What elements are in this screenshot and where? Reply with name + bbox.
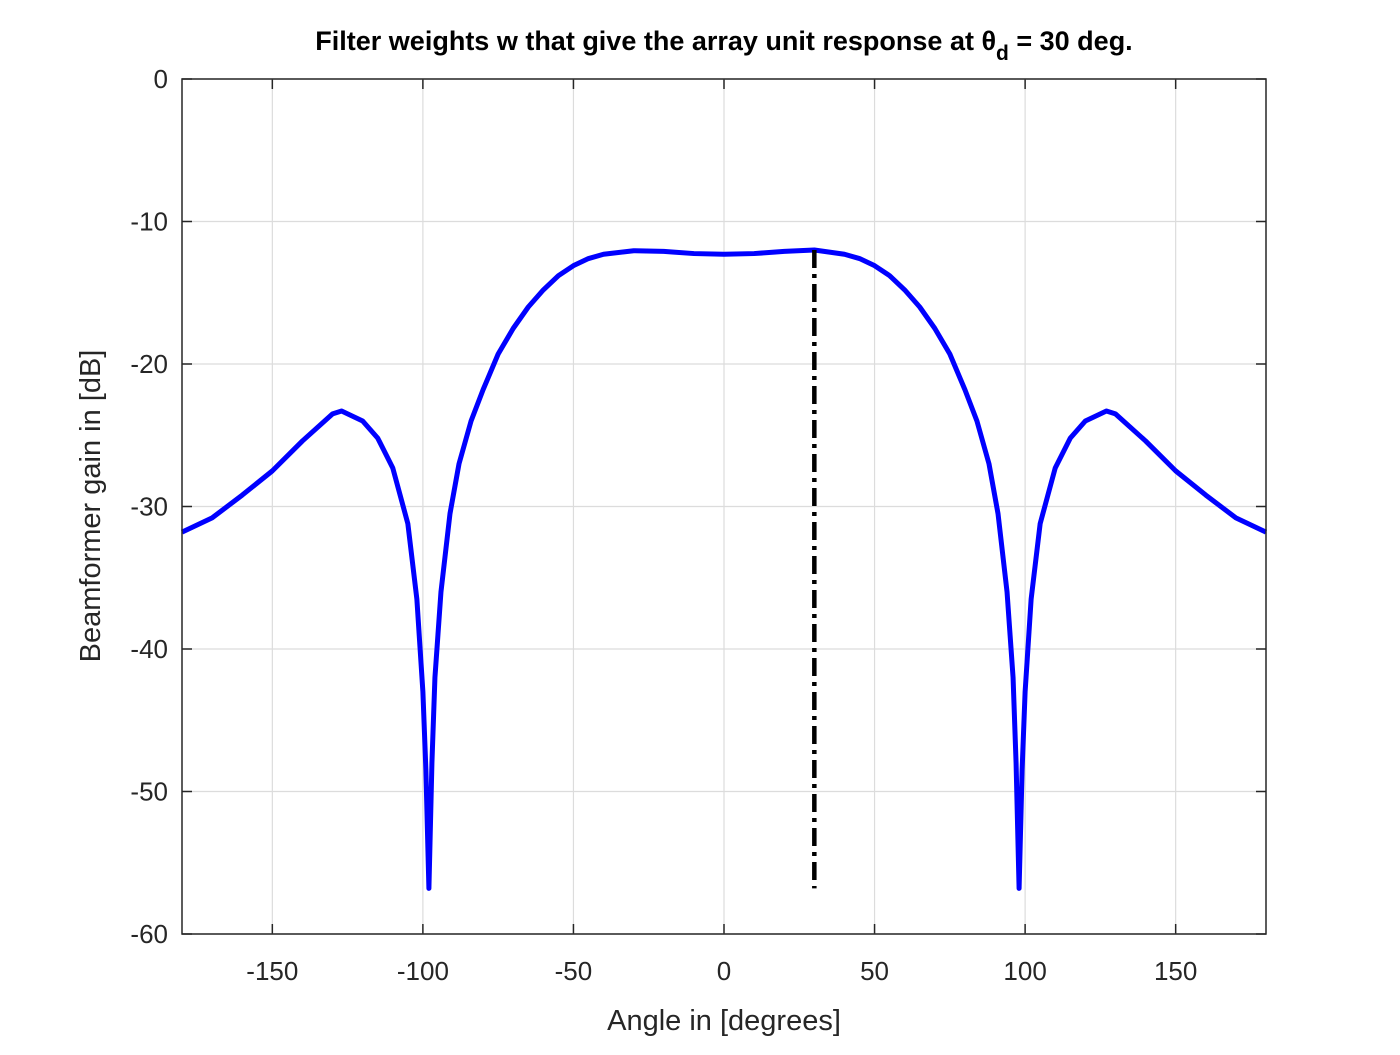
title-text: = 30 deg. xyxy=(1009,26,1133,56)
title-subscript: d xyxy=(996,42,1009,65)
y-tick-label: -60 xyxy=(130,919,168,949)
x-tick-label: -100 xyxy=(397,956,449,986)
x-tick-label: 150 xyxy=(1154,956,1197,986)
y-tick-label: -10 xyxy=(130,207,168,237)
y-tick-label: -30 xyxy=(130,492,168,522)
x-tick-label: -150 xyxy=(246,956,298,986)
y-tick-label: -20 xyxy=(130,349,168,379)
y-axis-label: Beamformer gain in [dB] xyxy=(75,350,107,663)
y-tick-label: -40 xyxy=(130,634,168,664)
data-line xyxy=(180,247,1268,891)
y-tick-label: -50 xyxy=(130,777,168,807)
x-tick-label: 0 xyxy=(717,956,731,986)
plot-frame xyxy=(181,78,1267,935)
chart-title: Filter weights w that give the array uni… xyxy=(315,26,1132,65)
x-tick-label: 50 xyxy=(860,956,889,986)
x-axis-label: Angle in [degrees] xyxy=(607,1005,841,1037)
title-text: Filter weights w that give the array uni… xyxy=(315,26,996,56)
x-tick-label: 100 xyxy=(1003,956,1046,986)
y-tick-label: 0 xyxy=(154,64,168,94)
x-tick-label: -50 xyxy=(555,956,593,986)
